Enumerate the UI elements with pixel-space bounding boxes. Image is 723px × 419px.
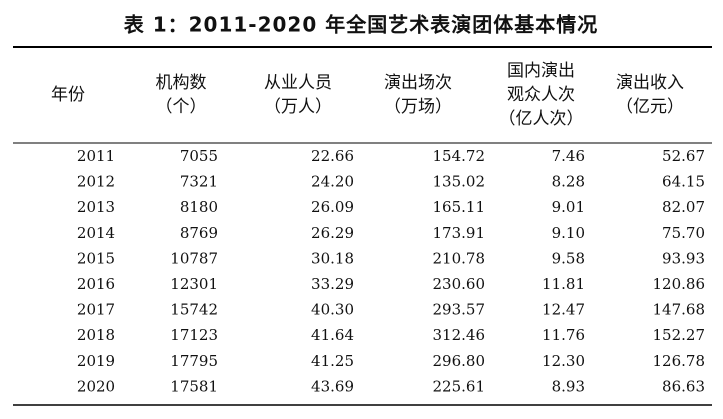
table-cell: 93.93	[662, 249, 705, 267]
table-cell: 8180	[180, 198, 218, 216]
table-cell: 210.78	[433, 249, 486, 267]
table-cell: 2019	[77, 352, 115, 370]
table-cell: 293.57	[433, 301, 486, 319]
table-cell: 2015	[77, 249, 115, 267]
table-cell: 11.76	[542, 326, 585, 344]
table-cell: 2018	[77, 326, 115, 344]
table-cell: 312.46	[433, 326, 486, 344]
table-cell: 26.29	[311, 224, 354, 242]
table-cell: 2014	[77, 224, 115, 242]
table-cell: 10787	[170, 249, 218, 267]
table-cell: 7321	[180, 173, 218, 191]
table-cell: 86.63	[662, 377, 705, 395]
table-cell: 15742	[170, 301, 218, 319]
table-cell: 33.29	[311, 275, 354, 293]
table-cell: 41.25	[311, 352, 354, 370]
table-cell: 12.47	[542, 301, 585, 319]
header-cell: 年份	[51, 85, 85, 105]
table-cell: 8.28	[552, 173, 585, 191]
table-cell: 9.10	[552, 224, 585, 242]
table-cell: 64.15	[662, 173, 705, 191]
table-cell: 7.46	[552, 147, 585, 165]
table-cell: 2020	[77, 377, 115, 395]
table-cell: 22.66	[311, 147, 354, 165]
table-cell: 135.02	[433, 173, 486, 191]
table-cell: 75.70	[662, 224, 705, 242]
header-cell: （亿元）	[616, 97, 684, 117]
table-cell: 12.30	[542, 352, 585, 370]
table-title: 表 1：2011-2020 年全国艺术表演团体基本情况	[124, 13, 598, 37]
table-cell: 120.86	[653, 275, 706, 293]
header-cell: 机构数	[156, 73, 207, 93]
table-cell: 12301	[170, 275, 218, 293]
table-cell: 8.93	[552, 377, 585, 395]
header-cell: 演出收入	[616, 73, 684, 93]
table-cell: 40.30	[311, 301, 354, 319]
table-cell: 173.91	[433, 224, 486, 242]
table-cell: 30.18	[311, 249, 354, 267]
table-cell: 7055	[180, 147, 218, 165]
table-cell: 2012	[77, 173, 115, 191]
header-cell: （万场）	[384, 97, 452, 117]
table-cell: 43.69	[311, 377, 354, 395]
table-cell: 82.07	[662, 198, 705, 216]
table-cell: 225.61	[433, 377, 486, 395]
table-cell: 9.01	[552, 198, 585, 216]
table-cell: 24.20	[311, 173, 354, 191]
table-cell: 26.09	[311, 198, 354, 216]
header-cell: 国内演出	[507, 61, 575, 81]
table-cell: 2011	[77, 147, 115, 165]
table-cell: 154.72	[433, 147, 486, 165]
table-cell: 17123	[170, 326, 218, 344]
header-cell: 从业人员	[264, 73, 332, 93]
table-cell: 147.68	[653, 301, 706, 319]
table-cell: 2013	[77, 198, 115, 216]
table-cell: 126.78	[653, 352, 706, 370]
table-cell: 17581	[170, 377, 218, 395]
table-cell: 2016	[77, 275, 115, 293]
table-cell: 165.11	[433, 198, 486, 216]
table-cell: 11.81	[542, 275, 585, 293]
table-cell: 2017	[77, 301, 115, 319]
header-cell: 演出场次	[384, 73, 452, 93]
table-cell: 41.64	[311, 326, 354, 344]
header-cell: （个）	[156, 97, 207, 117]
table-cell: 296.80	[433, 352, 486, 370]
table-cell: 152.27	[653, 326, 706, 344]
header-cell: （亿人次）	[499, 109, 584, 129]
table-cell: 230.60	[433, 275, 486, 293]
table-cell: 17795	[170, 352, 218, 370]
table-cell: 8769	[180, 224, 218, 242]
table-cell: 52.67	[662, 147, 705, 165]
header-cell: （万人）	[264, 97, 332, 117]
table-cell: 9.58	[552, 249, 585, 267]
header-cell: 观众人次	[507, 85, 575, 105]
